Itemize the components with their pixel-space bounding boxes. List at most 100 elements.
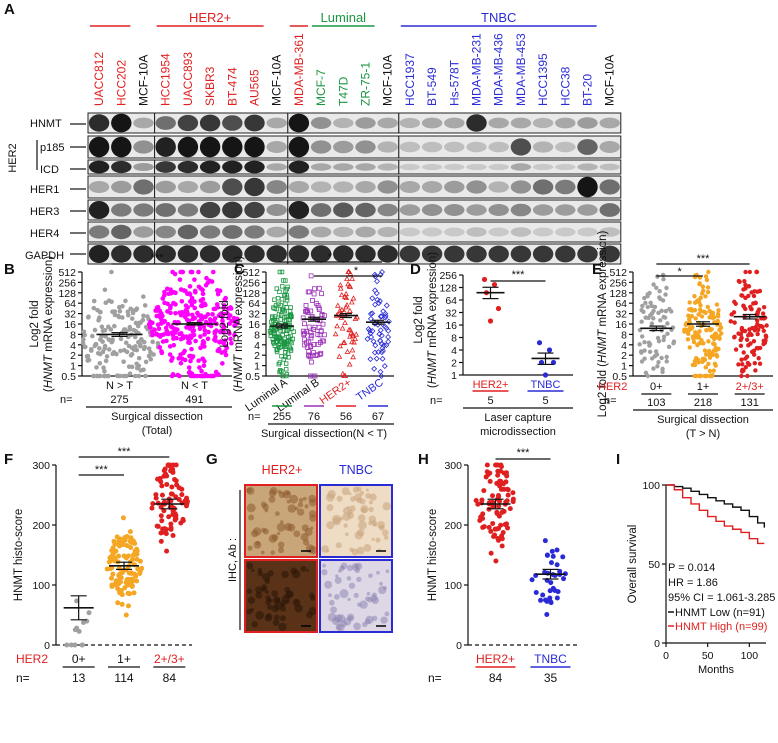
data-point — [177, 373, 182, 379]
panel-letter: I — [616, 451, 620, 468]
data-point — [763, 338, 768, 343]
data-point — [120, 303, 125, 309]
data-point — [183, 303, 189, 308]
data-point — [337, 285, 344, 291]
data-point — [170, 372, 176, 377]
data-point — [499, 536, 505, 542]
data-point — [344, 275, 350, 281]
ihc-texture — [328, 593, 332, 598]
data-point — [698, 303, 703, 308]
ihc-texture — [271, 590, 279, 598]
data-point — [164, 329, 169, 335]
data-point — [487, 478, 493, 484]
y-tick-label: 100 — [642, 480, 660, 492]
n-label: n= — [428, 671, 442, 685]
data-point — [221, 322, 226, 327]
data-point — [349, 347, 356, 353]
data-point — [697, 307, 703, 312]
data-point — [648, 300, 653, 305]
data-point — [198, 286, 204, 292]
ihc-texture — [267, 604, 273, 611]
data-point — [234, 320, 240, 326]
ihc-texture — [343, 523, 348, 528]
data-point — [692, 293, 697, 299]
data-point — [317, 351, 323, 357]
data-point — [283, 361, 289, 366]
x-tick-label: 0 — [663, 650, 669, 662]
data-point — [99, 334, 104, 339]
blot-band — [399, 117, 421, 129]
data-point — [685, 337, 691, 342]
ihc-texture — [261, 584, 268, 591]
data-point — [278, 303, 284, 308]
data-point — [160, 320, 166, 325]
data-point — [171, 290, 177, 295]
data-point — [128, 545, 134, 551]
data-point — [337, 342, 343, 349]
y-tick-label: 2 — [451, 358, 457, 370]
data-point — [538, 359, 545, 366]
blot-band — [177, 245, 199, 263]
data-point — [473, 497, 479, 503]
x-axis-title: HER2 — [16, 652, 48, 666]
blot-band — [244, 245, 265, 263]
data-point — [156, 326, 162, 332]
lane-label: HCC1395 — [536, 53, 550, 106]
data-point — [352, 335, 359, 341]
data-point — [97, 346, 102, 351]
lane-label: MDA-MB-231 — [470, 33, 484, 106]
blot-band — [222, 245, 243, 263]
data-point — [170, 325, 175, 330]
panel-letter: D — [410, 261, 421, 278]
blot-band — [133, 245, 154, 263]
ihc-texture — [310, 595, 316, 601]
row-label: HER2 — [7, 143, 19, 172]
data-point — [215, 371, 220, 377]
blot-band — [555, 141, 576, 153]
data-point — [661, 334, 667, 339]
data-point — [383, 342, 390, 349]
data-point — [697, 373, 702, 379]
ihc-texture — [271, 534, 279, 541]
data-point — [320, 321, 326, 327]
blot-band — [399, 163, 421, 171]
blot-band — [532, 117, 554, 129]
data-point — [86, 610, 92, 616]
y-tick-label: 128 — [609, 288, 627, 300]
data-point — [696, 312, 701, 317]
blot-frame — [398, 175, 622, 199]
data-point — [191, 332, 197, 338]
n-label: n= — [16, 671, 30, 685]
data-point — [164, 286, 170, 292]
x-axis-title: HER2 — [598, 381, 627, 393]
data-point — [339, 306, 345, 312]
x-category: HER2+ — [473, 379, 509, 391]
footer: Laser capture — [484, 412, 551, 424]
blot-band — [399, 181, 421, 193]
data-point — [116, 587, 122, 593]
x-category: TNBC — [534, 652, 567, 666]
data-point — [288, 333, 293, 339]
data-point — [184, 325, 189, 330]
data-point — [377, 313, 384, 320]
y-tick-label: 1 — [621, 361, 627, 373]
data-point — [752, 360, 757, 366]
data-point — [129, 345, 135, 351]
data-point — [665, 331, 670, 336]
y-tick-label: 300 — [32, 460, 50, 472]
data-point — [378, 332, 385, 339]
blot-band — [133, 163, 154, 171]
data-point — [350, 295, 357, 301]
blot-band — [488, 141, 509, 153]
data-point — [122, 537, 128, 543]
n-label: n= — [60, 394, 73, 406]
stat-text: 95% CI = 1.061-3.285 — [668, 592, 775, 604]
ihc-texture — [291, 570, 301, 579]
ihc-texture — [273, 614, 280, 621]
ihc-texture — [382, 586, 387, 590]
blot-band — [510, 117, 532, 129]
data-point — [309, 333, 314, 338]
data-point — [687, 345, 692, 350]
ihc-texture — [284, 522, 293, 531]
data-point — [736, 278, 742, 284]
